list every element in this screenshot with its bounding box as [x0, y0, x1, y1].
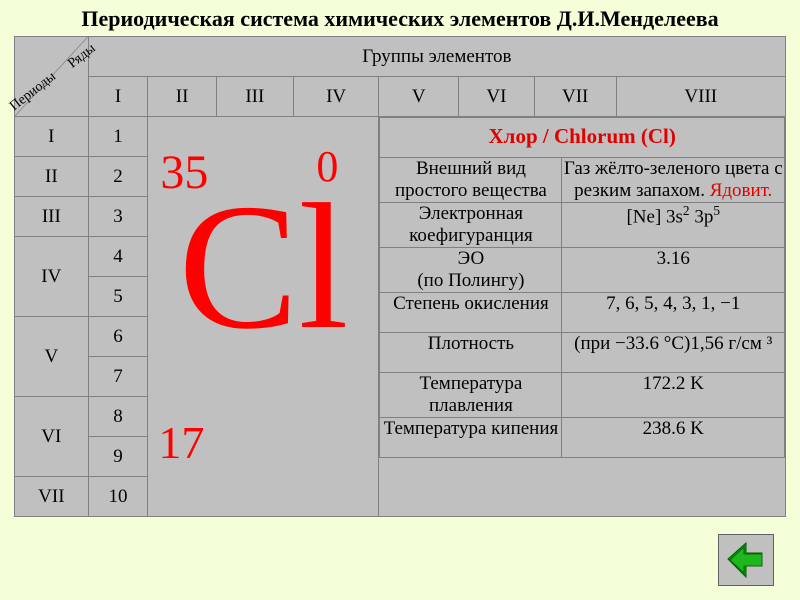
periodic-table: Периоды Ряды Группы элементов I II III I…: [14, 36, 786, 517]
row-cell: 1: [88, 117, 148, 157]
info-value: 7, 6, 5, 4, 3, 1, −1: [562, 293, 785, 333]
period-cell: II: [15, 157, 89, 197]
element-display-cell: 35 0 Cl 17: [148, 117, 379, 517]
corner-cell: Периоды Ряды: [15, 37, 89, 117]
period-cell: V: [15, 317, 89, 397]
periods-label: Периоды: [7, 69, 59, 115]
groups-title: Группы элементов: [88, 37, 785, 77]
row-cell: 5: [88, 277, 148, 317]
info-label: Плотность: [380, 333, 562, 373]
group-header: I: [88, 77, 148, 117]
info-label: Внешний вид простого вещества: [380, 158, 562, 203]
row-cell: 2: [88, 157, 148, 197]
info-label: Температура плавления: [380, 373, 562, 418]
periodic-table-container: Периоды Ряды Группы элементов I II III I…: [14, 36, 786, 517]
arrow-up-left-icon: [724, 541, 768, 579]
row-cell: 10: [88, 477, 148, 517]
info-row: ЭО (по Полингу) 3.16: [380, 248, 785, 293]
period-cell: VI: [15, 397, 89, 477]
period-cell: III: [15, 197, 89, 237]
info-value: 238.6 K: [562, 418, 785, 458]
info-row: Плотность (при −33.6 °C)1,56 г/см ³: [380, 333, 785, 373]
info-row: Температура кипения 238.6 K: [380, 418, 785, 458]
group-header: V: [379, 77, 459, 117]
group-header-row: I II III IV V VI VII VIII: [15, 77, 786, 117]
back-button[interactable]: [718, 534, 774, 586]
row-cell: 8: [88, 397, 148, 437]
info-header: Хлор / Chlorum (Cl): [380, 118, 785, 158]
group-header: II: [148, 77, 216, 117]
info-row: Температура плавления 172.2 K: [380, 373, 785, 418]
row-cell: 6: [88, 317, 148, 357]
element-symbol: Cl: [178, 177, 348, 357]
info-value: (при −33.6 °C)1,56 г/см ³: [562, 333, 785, 373]
info-label: Электронная коефигуранция: [380, 203, 562, 248]
info-label: Температура кипения: [380, 418, 562, 458]
row-cell: 7: [88, 357, 148, 397]
info-row: Электронная коефигуранция [Ne] 3s2 3p5: [380, 203, 785, 248]
period-cell: I: [15, 117, 89, 157]
info-value: Газ жёлто-зеленого цвета с резким запахо…: [562, 158, 785, 203]
info-label: Степень окисления: [380, 293, 562, 333]
info-value: [Ne] 3s2 3p5: [562, 203, 785, 248]
element-atomic-number: 17: [158, 416, 204, 469]
info-label: ЭО (по Полингу): [380, 248, 562, 293]
element-box: 35 0 Cl 17: [148, 117, 378, 509]
info-row: Степень окисления 7, 6, 5, 4, 3, 1, −1: [380, 293, 785, 333]
group-header: VI: [459, 77, 535, 117]
group-header: IV: [293, 77, 379, 117]
period-cell: IV: [15, 237, 89, 317]
row-cell: 4: [88, 237, 148, 277]
page-title: Периодическая система химических элемент…: [0, 0, 800, 34]
info-value: 3.16: [562, 248, 785, 293]
group-header: VII: [534, 77, 616, 117]
element-info-table: Хлор / Chlorum (Cl) Внешний вид простого…: [379, 117, 785, 458]
group-header: VIII: [616, 77, 785, 117]
period-cell: VII: [15, 477, 89, 517]
group-header: III: [216, 77, 293, 117]
info-cell: Хлор / Chlorum (Cl) Внешний вид простого…: [379, 117, 786, 517]
info-row: Внешний вид простого вещества Газ жёлто-…: [380, 158, 785, 203]
row-cell: 9: [88, 437, 148, 477]
row-cell: 3: [88, 197, 148, 237]
info-value: 172.2 K: [562, 373, 785, 418]
